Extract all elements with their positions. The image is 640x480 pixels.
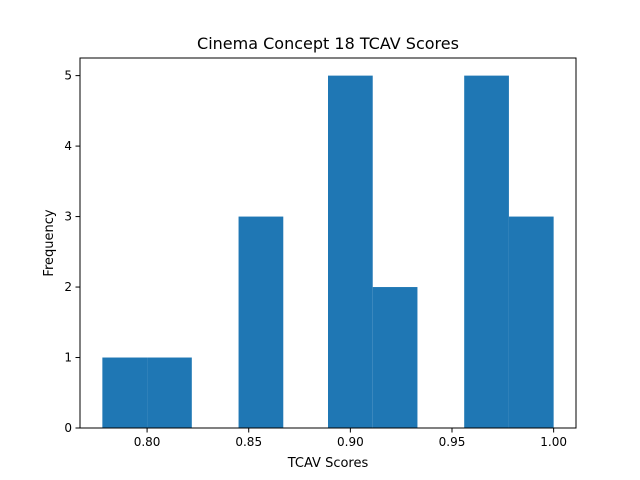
- x-tick-label: 0.95: [439, 435, 466, 449]
- y-tick-label: 1: [64, 351, 72, 365]
- x-tick-label: 0.85: [235, 435, 262, 449]
- histogram-bar-5: [328, 75, 373, 428]
- histogram-bars: [102, 75, 554, 428]
- x-tick-label: 0.80: [134, 435, 161, 449]
- histogram-bar-1: [147, 357, 192, 428]
- histogram-bar-8: [464, 75, 509, 428]
- histogram-bar-3: [238, 216, 284, 428]
- histogram-bar-6: [372, 287, 418, 428]
- x-tick-label: 1.00: [540, 435, 567, 449]
- x-axis-ticks: 0.80 0.85 0.90 0.95 1.00: [134, 428, 567, 449]
- x-axis-label: TCAV Scores: [287, 456, 369, 471]
- y-tick-label: 2: [64, 280, 72, 294]
- y-tick-label: 4: [64, 139, 72, 153]
- plot-frame: [79, 57, 577, 429]
- y-tick-label: 5: [64, 69, 72, 83]
- histogram-bar-0: [102, 357, 148, 428]
- y-tick-label: 0: [64, 421, 72, 435]
- chart-title: Cinema Concept 18 TCAV Scores: [197, 34, 459, 53]
- y-tick-label: 3: [64, 210, 72, 224]
- y-axis-ticks: 0 1 2 3 4 5: [64, 69, 80, 435]
- histogram-bar-9: [508, 216, 554, 428]
- x-tick-label: 0.90: [337, 435, 364, 449]
- y-axis-label: Frequency: [42, 209, 57, 276]
